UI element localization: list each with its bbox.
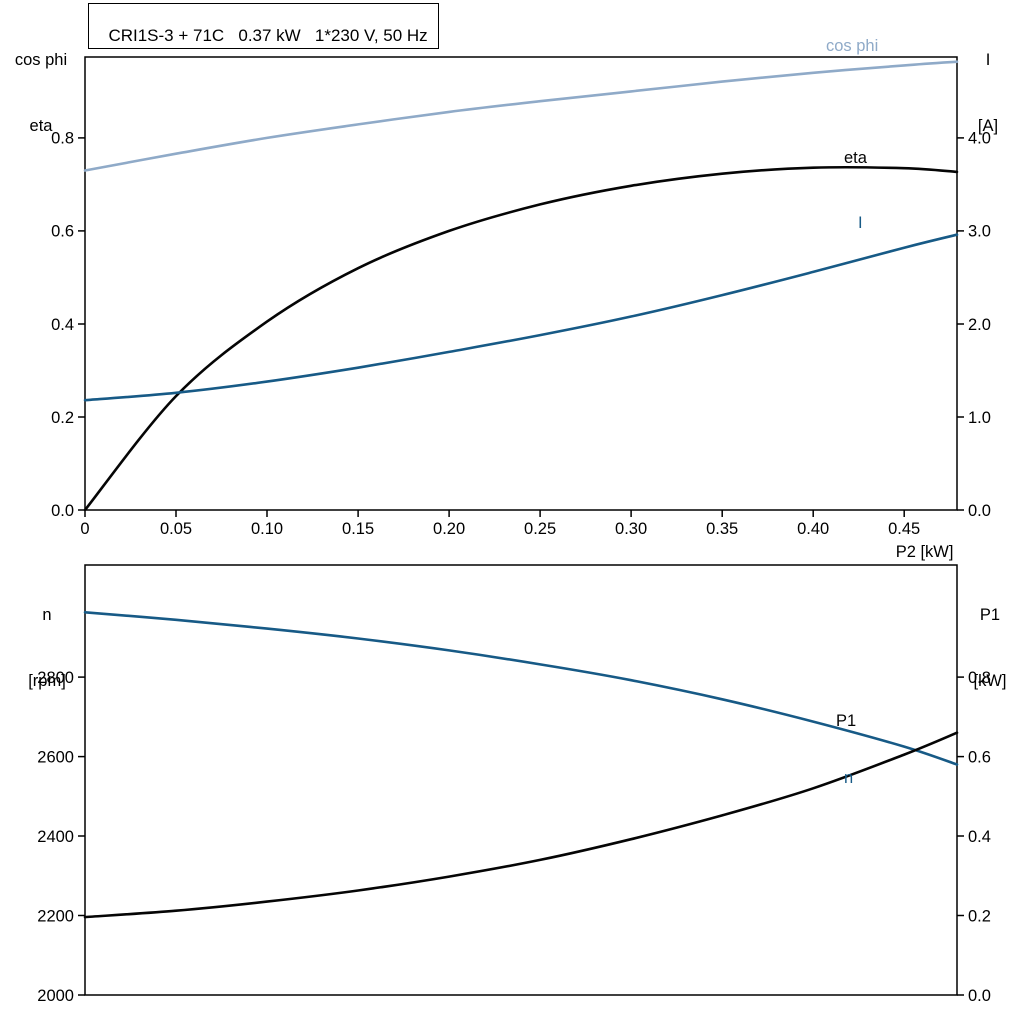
x-tick-label: 0.10 — [251, 520, 283, 538]
chart-title: CRI1S-3 + 71C 0.37 kW 1*230 V, 50 Hz — [108, 26, 428, 45]
chart-bottom: 2000 2200 2400 2600 2800 0.0 0.2 0.4 0.6 0.8 — [37, 564, 991, 1005]
y-left-tick-label: 0.0 — [51, 502, 74, 520]
curve-label-cos-phi: cos phi — [826, 37, 879, 55]
y-right-tick-label: 0.8 — [968, 669, 991, 687]
y-right-tick-label: 4.0 — [968, 130, 991, 148]
x-tick-label: 0.40 — [797, 520, 829, 538]
x-tick-label: 0.30 — [615, 520, 647, 538]
curve-label-I: I — [858, 214, 863, 232]
y-right-axis-title-line2: [kW] — [973, 672, 1007, 690]
y-left-tick-label: 2600 — [37, 748, 74, 766]
chart-title-box: CRI1S-3 + 71C 0.37 kW 1*230 V, 50 Hz — [88, 3, 439, 49]
x-tick-label: 0.20 — [433, 520, 465, 538]
y-left-axis-title-line2: [rpm] — [28, 672, 66, 690]
y-right-tick-label: 0.6 — [968, 748, 991, 766]
chart-top: 0.0 0.2 0.4 0.6 0.8 0.0 1.0 2.0 3.0 4.0 0 0.05 0.10 0… — [51, 56, 991, 538]
y-right-tick-label: 3.0 — [968, 223, 991, 241]
y-left-tick-label: 0.8 — [51, 130, 74, 148]
y-left-axis-title-line1: n — [42, 606, 52, 624]
y-left-axis-title-line1: cos phi — [14, 51, 68, 69]
curve-label-n: n — [844, 769, 854, 787]
x-tick-label: 0.45 — [888, 520, 920, 538]
curve-label-P1: P1 — [836, 712, 857, 730]
curve-I — [83, 233, 959, 402]
x-axis-title-text: P2 [kW] — [895, 543, 954, 561]
y-left-tick-label: 0.2 — [51, 409, 74, 427]
y-right-tick-label: 1.0 — [968, 409, 991, 427]
curve-P1 — [83, 731, 959, 919]
y-right-tick-label: 2.0 — [968, 316, 991, 334]
y-right-axis-title-line2: [A] — [977, 117, 999, 135]
curve-cos-phi — [83, 60, 959, 172]
x-tick-label: 0.15 — [342, 520, 374, 538]
y-left-tick-label: 2000 — [37, 987, 74, 1005]
y-left-tick-label: 2800 — [37, 669, 74, 687]
x-axis-title: P2 [kW] — [880, 519, 960, 563]
y-left-axis-title-top-chart: cos phi eta — [4, 5, 78, 159]
y-left-tick-label: 2400 — [37, 828, 74, 846]
y-right-axis-title-bottom-chart: P1 [kW] — [957, 560, 1023, 714]
plot-frame — [84, 56, 958, 511]
y-right-axis-title-line1: I — [985, 51, 991, 69]
y-right-axis-title-top-chart: I [A] — [958, 5, 1018, 159]
y-right-axis-title-line1: P1 — [979, 606, 1001, 624]
y-left-tick-label: 0.6 — [51, 223, 74, 241]
x-tick-label: 0.25 — [524, 520, 556, 538]
y-right-tick-label: 0.4 — [968, 828, 991, 846]
plot-frame — [84, 564, 958, 996]
x-tick-label: 0 — [80, 520, 89, 538]
y-left-axis-title-line2: eta — [29, 117, 53, 135]
y-left-axis-title-bottom-chart: n [rpm] — [14, 560, 80, 714]
y-right-tick-label: 0.2 — [968, 907, 991, 925]
curve-label-eta: eta — [844, 149, 867, 167]
y-right-tick-label: 0.0 — [968, 987, 991, 1005]
x-tick-label: 0.35 — [706, 520, 738, 538]
y-left-tick-label: 2200 — [37, 907, 74, 925]
curve-n — [83, 611, 959, 766]
y-right-tick-label: 0.0 — [968, 502, 991, 520]
curve-eta — [83, 165, 959, 512]
x-tick-label: 0.05 — [160, 520, 192, 538]
y-left-tick-label: 0.4 — [51, 316, 74, 334]
